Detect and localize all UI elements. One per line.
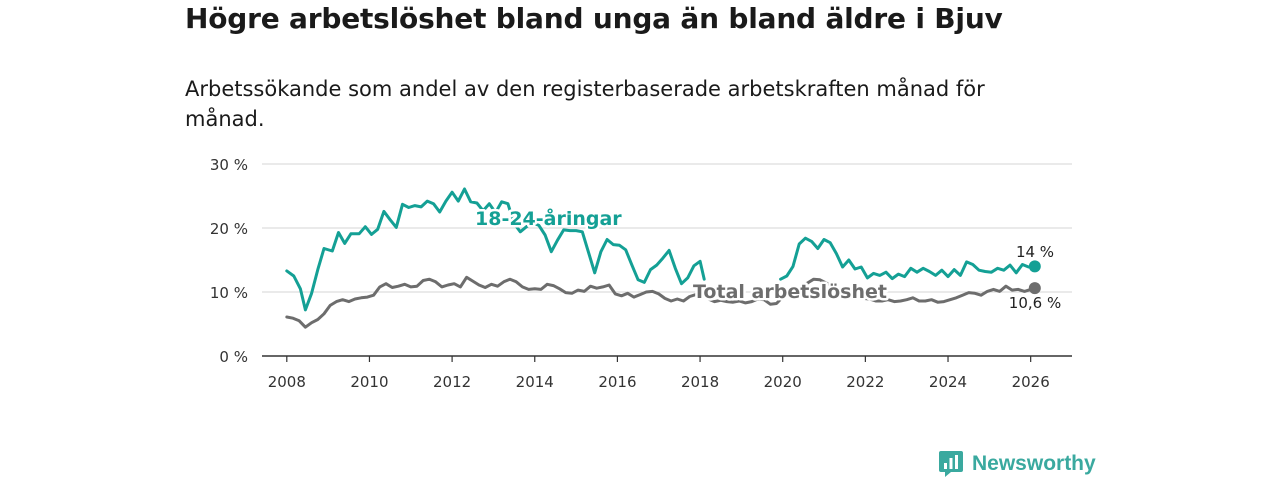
y-tick-label: 10 % <box>210 284 248 302</box>
x-tick-label: 2014 <box>516 373 554 391</box>
chart-subtitle: Arbetssökande som andel av den registerb… <box>185 77 985 131</box>
x-tick-label: 2010 <box>350 373 388 391</box>
y-tick-label: 0 % <box>219 348 248 366</box>
newsworthy-icon <box>939 451 963 477</box>
end-label-total: 10,6 % <box>1009 294 1061 312</box>
x-tick-label: 2016 <box>598 373 636 391</box>
chart-title: Högre arbetslöshet bland unga än bland ä… <box>185 2 1003 35</box>
series-label-total: Total arbetslöshet <box>693 281 887 303</box>
end-marker-total <box>1028 282 1041 295</box>
end-label-youth-halo: 14 % <box>1016 243 1054 261</box>
series-label-youth: 18-24-åringar <box>475 206 622 230</box>
x-tick-label: 2022 <box>846 373 884 391</box>
x-tick-label: 2024 <box>929 373 967 391</box>
series-lines <box>285 187 1041 329</box>
y-tick-label: 20 % <box>210 220 248 238</box>
series-line-youth-1 <box>285 187 706 312</box>
end-label-youth: 14 % <box>1016 243 1054 261</box>
axes: 0 % 10 % 20 % 30 % 2008 2010 2012 2014 2016 2018 2… <box>210 156 1072 391</box>
y-tick-label: 30 % <box>210 156 248 174</box>
end-label-total-halo: 10,6 % <box>1009 294 1061 312</box>
x-tick-label: 2018 <box>681 373 719 391</box>
brand-name: Newsworthy <box>972 452 1096 475</box>
newsworthy-logo: Newsworthy <box>938 450 1096 478</box>
end-marker-youth <box>1028 260 1041 273</box>
x-tick-label: 2012 <box>433 373 471 391</box>
series-label-total-halo: Total arbetslöshet <box>693 281 887 303</box>
series-line-total <box>285 275 1037 329</box>
x-tick-label: 2020 <box>764 373 802 391</box>
series-label-youth-halo: 18-24-åringar <box>475 206 622 230</box>
x-tick-label: 2026 <box>1012 373 1050 391</box>
series-line-youth-2 <box>779 236 1037 281</box>
x-tick-label: 2008 <box>268 373 306 391</box>
